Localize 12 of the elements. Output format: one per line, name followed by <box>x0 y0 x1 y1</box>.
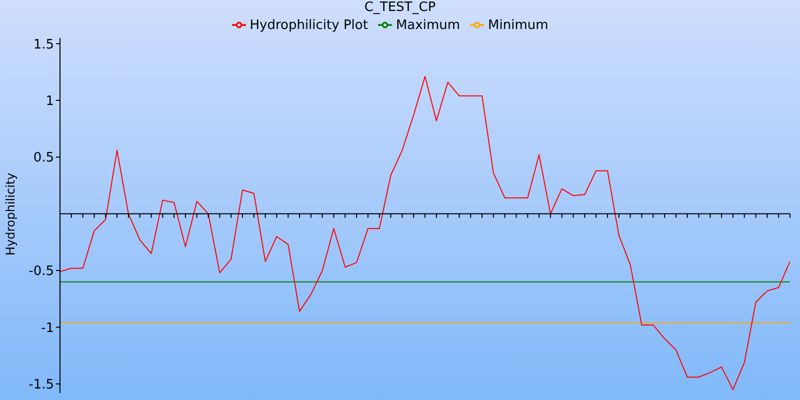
y-axis-title: Hydrophilicity <box>3 172 18 256</box>
y-tick-label: -0.5 <box>28 264 54 280</box>
y-tick-label: 1 <box>46 94 54 109</box>
chart-title: C_TEST_CP <box>363 0 437 16</box>
y-tick-label: -1.5 <box>28 378 54 393</box>
legend-label: Maximum <box>396 18 460 33</box>
line-series <box>60 76 790 390</box>
y-tick-label: 1.5 <box>33 37 54 52</box>
legend-label: Minimum <box>488 18 548 33</box>
y-tick-label: 0.5 <box>33 150 54 166</box>
y-tick-label: -1 <box>41 320 54 336</box>
legend-label: Hydrophilicity Plot <box>250 18 368 33</box>
